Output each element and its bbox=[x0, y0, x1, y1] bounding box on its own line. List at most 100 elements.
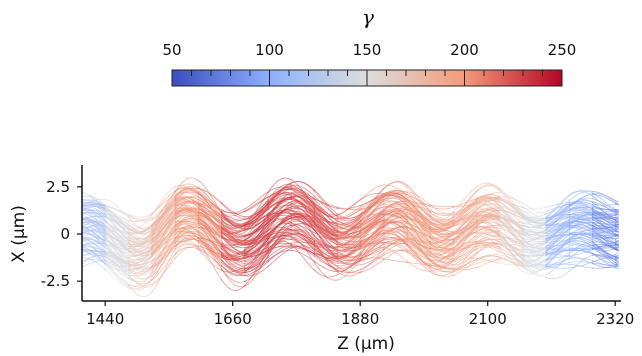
trajectory-segment bbox=[568, 215, 594, 224]
trajectory-segment bbox=[360, 252, 385, 266]
trajectory-segment bbox=[568, 213, 594, 221]
trajectory-segment bbox=[522, 234, 547, 241]
trajectory-segment bbox=[406, 250, 432, 268]
x-tick-label: 1440 bbox=[86, 310, 124, 328]
trajectory-segment bbox=[522, 210, 547, 214]
trajectory-segment bbox=[197, 224, 223, 256]
trajectory-segment bbox=[568, 263, 594, 269]
trajectory-segment bbox=[243, 224, 269, 251]
trajectory-segment bbox=[244, 208, 269, 226]
trajectory-segment bbox=[220, 227, 246, 237]
trajectory-segment bbox=[313, 242, 339, 248]
trajectory-segment bbox=[220, 201, 246, 218]
trajectory-segment bbox=[591, 192, 617, 204]
y-tick-label: 2.5 bbox=[46, 178, 70, 196]
trajectory-segment bbox=[522, 251, 548, 262]
trajectory-segment bbox=[197, 179, 223, 214]
trajectory-segment bbox=[128, 274, 153, 287]
trajectory-segment bbox=[359, 221, 385, 237]
trajectory-segment bbox=[336, 198, 362, 215]
trajectory-segment bbox=[522, 238, 547, 250]
trajectory-segment bbox=[359, 200, 385, 223]
trajectory-segment bbox=[476, 235, 501, 250]
trajectory-segment bbox=[545, 214, 571, 226]
trajectory-segment bbox=[290, 229, 316, 246]
trajectory-segment bbox=[290, 198, 316, 219]
trajectory-segment bbox=[151, 228, 177, 257]
trajectory-segment bbox=[359, 254, 385, 271]
trajectory-segment bbox=[336, 261, 362, 266]
trajectory-segment bbox=[383, 221, 409, 238]
trajectory-segment bbox=[568, 261, 594, 264]
trajectory-segment bbox=[313, 203, 339, 222]
y-axis-ticks: 2.5 0 -2.5 bbox=[41, 178, 82, 290]
trajectory-segment bbox=[499, 256, 524, 269]
trajectory-segment bbox=[82, 218, 107, 232]
colorbar-tick-label: 200 bbox=[450, 41, 479, 59]
trajectory-segment bbox=[545, 262, 571, 270]
trajectory-segment bbox=[429, 219, 455, 226]
trajectory-segment bbox=[128, 225, 153, 233]
trajectory-segment bbox=[128, 252, 154, 267]
trajectory-segment bbox=[614, 259, 619, 263]
trajectory-segment bbox=[591, 222, 617, 232]
trajectory-segment bbox=[406, 229, 432, 253]
trajectory-segment bbox=[499, 259, 524, 265]
trajectory-segment bbox=[614, 202, 619, 206]
trajectory-segment bbox=[151, 210, 177, 248]
trajectory-segment bbox=[313, 229, 339, 254]
trajectory-segment bbox=[429, 243, 455, 258]
trajectory-segment bbox=[568, 193, 594, 209]
trajectory-segment bbox=[313, 245, 339, 258]
trajectory-segment bbox=[475, 200, 501, 210]
trajectory-segment bbox=[568, 231, 594, 244]
trajectory-segment bbox=[82, 233, 107, 241]
trajectory-segment bbox=[128, 245, 153, 252]
trajectory-segment bbox=[545, 257, 571, 267]
trajectory-segment bbox=[568, 218, 594, 223]
trajectory-segment bbox=[475, 241, 501, 255]
y-tick-label: 0 bbox=[60, 225, 70, 243]
trajectory-segment bbox=[429, 222, 455, 233]
trajectory-segment bbox=[267, 240, 293, 253]
trajectory-segment bbox=[406, 235, 432, 258]
trajectory-segment bbox=[104, 244, 130, 270]
trajectory-segment bbox=[267, 235, 292, 257]
trajectory-segment bbox=[220, 245, 246, 263]
trajectory-segment bbox=[383, 221, 408, 228]
trajectory-segment bbox=[568, 233, 594, 241]
trajectory-segment bbox=[614, 242, 619, 246]
trajectory-segment bbox=[220, 278, 246, 291]
trajectory-segment bbox=[151, 195, 177, 219]
trajectory-segment bbox=[244, 265, 269, 277]
trajectory-segment bbox=[267, 193, 292, 202]
trajectory-segment bbox=[313, 253, 339, 271]
trajectory-segment bbox=[290, 212, 316, 222]
trajectory-segment bbox=[499, 199, 524, 217]
trajectory-segment bbox=[174, 196, 200, 206]
trajectory-segment bbox=[174, 220, 200, 235]
trajectory-segment bbox=[128, 246, 153, 258]
trajectory-segment bbox=[522, 252, 547, 267]
trajectory-segment bbox=[128, 226, 154, 239]
trajectory-segment bbox=[406, 232, 431, 249]
trajectory-segment bbox=[104, 243, 130, 266]
trajectory-segment bbox=[197, 234, 223, 267]
trajectory-segment bbox=[499, 236, 524, 242]
trajectory-segment bbox=[499, 262, 524, 266]
trajectory-segment bbox=[406, 209, 432, 232]
x-tick-label: 1880 bbox=[341, 310, 379, 328]
trajectory-segment bbox=[359, 238, 385, 260]
trajectory-segment bbox=[452, 245, 478, 269]
trajectory-segment bbox=[359, 215, 385, 232]
trajectory-segment bbox=[383, 237, 408, 245]
trajectory-segment bbox=[475, 214, 501, 227]
trajectory-segment bbox=[336, 271, 362, 277]
trajectory-segment bbox=[591, 208, 617, 225]
trajectory-segment bbox=[499, 198, 524, 219]
trajectory-segment bbox=[545, 195, 571, 218]
trajectory-segment bbox=[452, 241, 478, 256]
trajectory-segment bbox=[429, 204, 455, 207]
trajectory-segment bbox=[174, 191, 200, 198]
trajectory-segment bbox=[614, 235, 619, 239]
